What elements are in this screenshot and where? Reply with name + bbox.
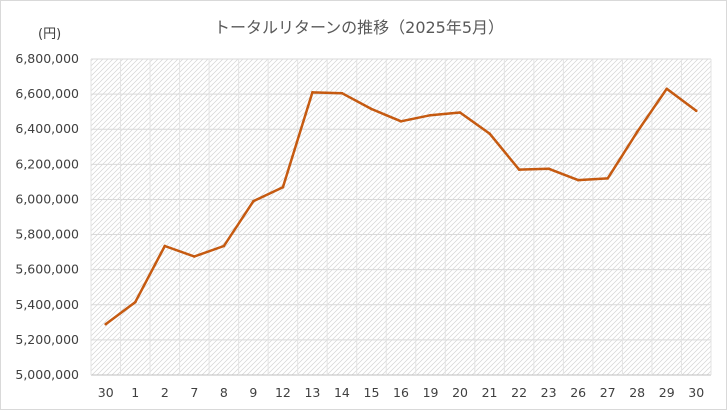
data-point — [547, 167, 550, 171]
x-tick-label: 12 — [275, 385, 291, 400]
data-point — [576, 178, 580, 182]
data-point — [429, 113, 432, 117]
data-point — [311, 91, 314, 94]
x-tick-label: 28 — [629, 385, 645, 400]
x-tick-label: 2 — [161, 385, 169, 400]
x-axis: 30 1 2 7 8 9 12 13 14 15 16 19 20 21 22 23 26 27 28 29 30 — [98, 385, 704, 400]
y-tick-label: 6,800,000 — [15, 51, 79, 66]
data-point — [133, 300, 137, 304]
series-layer — [104, 87, 698, 326]
x-tick-label: 15 — [364, 385, 380, 400]
x-tick-label: 23 — [541, 385, 557, 400]
data-point — [222, 244, 226, 248]
plot-area — [91, 59, 711, 375]
x-tick-label: 13 — [304, 385, 320, 400]
data-point — [252, 199, 255, 203]
data-point — [281, 185, 285, 189]
data-point — [399, 120, 403, 123]
x-tick-label: 29 — [659, 385, 675, 400]
y-axis: 5,000,000 5,200,000 5,400,000 5,600,000 5,80… — [15, 51, 79, 382]
x-tick-label: 9 — [249, 385, 257, 400]
data-point — [635, 130, 639, 134]
x-tick-label: 30 — [98, 385, 114, 400]
chart-title: トータルリターンの推移（2025年5月） — [214, 18, 504, 37]
y-tick-label: 6,600,000 — [15, 86, 79, 101]
gridlines — [90, 58, 712, 376]
x-tick-label: 8 — [220, 385, 228, 400]
y-tick-label: 6,000,000 — [15, 191, 79, 206]
x-tick-label: 7 — [190, 385, 198, 400]
x-tick-label: 30 — [688, 385, 704, 400]
x-tick-label: 20 — [452, 385, 468, 400]
x-tick-label: 22 — [511, 385, 527, 400]
y-tick-label: 5,000,000 — [15, 367, 79, 382]
y-unit-label: (円) — [38, 27, 61, 42]
y-tick-label: 6,200,000 — [15, 156, 79, 171]
data-point — [163, 244, 167, 248]
x-tick-label: 1 — [131, 385, 139, 400]
x-tick-label: 26 — [570, 385, 586, 400]
y-tick-label: 5,400,000 — [15, 297, 79, 312]
x-tick-label: 19 — [423, 385, 439, 400]
x-tick-label: 21 — [482, 385, 498, 400]
data-point — [104, 322, 108, 326]
data-point — [665, 87, 669, 91]
data-point — [517, 168, 521, 171]
y-tick-label: 5,800,000 — [15, 227, 79, 242]
y-tick-label: 5,200,000 — [15, 332, 79, 347]
data-point — [694, 109, 698, 113]
y-tick-label: 5,600,000 — [15, 262, 79, 277]
data-point — [193, 255, 196, 258]
data-point — [488, 132, 491, 135]
data-point — [458, 111, 462, 114]
x-tick-label: 16 — [393, 385, 409, 400]
data-point — [606, 177, 609, 180]
x-tick-label: 14 — [334, 385, 350, 400]
y-tick-label: 6,400,000 — [15, 121, 79, 136]
data-point — [340, 91, 344, 95]
data-point — [370, 107, 373, 111]
x-tick-label: 27 — [600, 385, 616, 400]
